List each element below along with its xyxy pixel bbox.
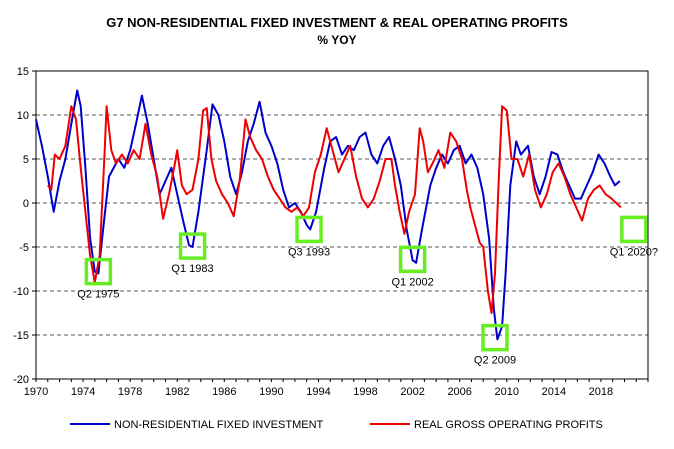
annotations: Q2 1975 Q1 1983 Q3 1993 Q1 2002 Q2 2009 Q1 20… — [77, 215, 658, 367]
x-tick-label: 2018 — [589, 386, 613, 398]
highlight-box — [398, 245, 427, 274]
annotation-label: Q3 1993 — [288, 246, 330, 258]
x-tick-label: 2006 — [447, 386, 471, 398]
y-tick-label: 10 — [17, 110, 29, 122]
series-lines — [35, 89, 622, 341]
highlight-box — [178, 232, 207, 260]
legend: NON-RESIDENTIAL FIXED INVESTMENT REAL GRO… — [70, 419, 603, 431]
highlight-box — [481, 323, 509, 352]
axes — [35, 70, 649, 380]
y-tick-label: -5 — [19, 242, 29, 254]
chart-subtitle: % YOY — [317, 33, 356, 47]
x-tick-label: 2010 — [495, 386, 519, 398]
gridlines — [36, 114, 648, 336]
annotation-label: Q1 1983 — [171, 263, 213, 275]
x-tick-label: 1978 — [118, 386, 142, 398]
y-tick-label: 5 — [23, 154, 29, 166]
y-tick-label: 0 — [23, 198, 29, 210]
annotation-label: Q1 2002 — [392, 276, 434, 288]
y-axis-ticks: 15 10 5 0 -5 -10 -15 -20 — [13, 66, 36, 386]
x-tick-label: 2014 — [542, 386, 566, 398]
y-tick-label: -10 — [13, 286, 29, 298]
annotation-label: Q2 1975 — [77, 289, 119, 301]
annotation-label: Q1 2020? — [610, 246, 658, 258]
y-tick-label: 15 — [17, 66, 29, 78]
x-tick-label: 1982 — [165, 386, 189, 398]
x-tick-label: 1994 — [306, 386, 330, 398]
series-line-investment — [35, 89, 621, 341]
x-tick-label: 1970 — [24, 386, 48, 398]
y-tick-label: -15 — [13, 330, 29, 342]
plot-frame — [35, 70, 649, 380]
y-tick-label: -20 — [13, 374, 29, 386]
highlight-box — [620, 215, 648, 244]
legend-label: REAL GROSS OPERATING PROFITS — [414, 419, 603, 431]
x-tick-label: 1974 — [71, 386, 95, 398]
x-tick-label: 2002 — [400, 386, 424, 398]
annotation-label: Q2 2009 — [474, 355, 516, 367]
x-tick-label: 1986 — [212, 386, 236, 398]
highlight-box — [84, 257, 113, 286]
legend-label: NON-RESIDENTIAL FIXED INVESTMENT — [114, 419, 324, 431]
x-tick-label: 1998 — [353, 386, 377, 398]
chart-title: G7 NON-RESIDENTIAL FIXED INVESTMENT & RE… — [106, 15, 568, 30]
x-axis-ticks: 1970 1974 1978 1982 1986 1990 1994 1998 2002 2006… — [24, 379, 649, 398]
highlight-box — [295, 215, 323, 244]
series-line-profits — [47, 105, 622, 314]
x-tick-label: 1990 — [259, 386, 283, 398]
